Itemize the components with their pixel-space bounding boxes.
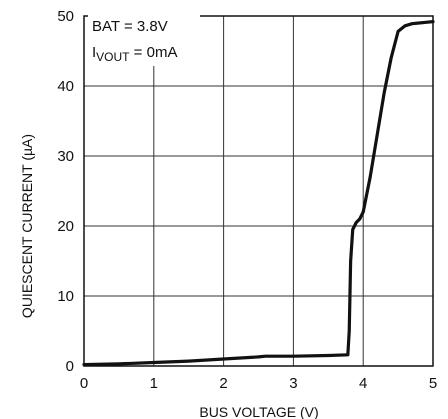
annotation-ivout-sub: VOUT (96, 50, 130, 64)
annotation-ivout-main: I (92, 44, 96, 61)
chart-grid (84, 16, 433, 366)
y-axis-label: QUIESCENT CURRENT (µA) (19, 134, 35, 318)
plot-frame (83, 15, 434, 367)
annotation-bat: BAT = 3.8V (92, 18, 168, 35)
chart-series (82, 20, 435, 367)
y-tick-label: 10 (57, 288, 74, 305)
y-tick-label: 50 (57, 8, 74, 25)
x-tick-label: 0 (80, 375, 88, 392)
y-tick-label: 40 (57, 78, 74, 95)
x-tick-label: 1 (150, 375, 158, 392)
series-line (82, 20, 435, 367)
y-tick-label: 20 (57, 218, 74, 235)
x-tick-label: 4 (359, 375, 367, 392)
x-tick-label: 3 (289, 375, 297, 392)
y-tick-label: 30 (57, 148, 74, 165)
annotation-background (88, 12, 200, 66)
x-tick-label: 2 (219, 375, 227, 392)
annotation-ivout-rest: = 0mA (130, 44, 178, 61)
chart-axes (83, 15, 434, 367)
x-axis-label: BUS VOLTAGE (V) (199, 404, 318, 419)
annotation-ivout: IVOUT = 0mA (92, 44, 177, 64)
y-tick-label: 0 (66, 358, 74, 375)
x-tick-label: 5 (429, 375, 437, 392)
